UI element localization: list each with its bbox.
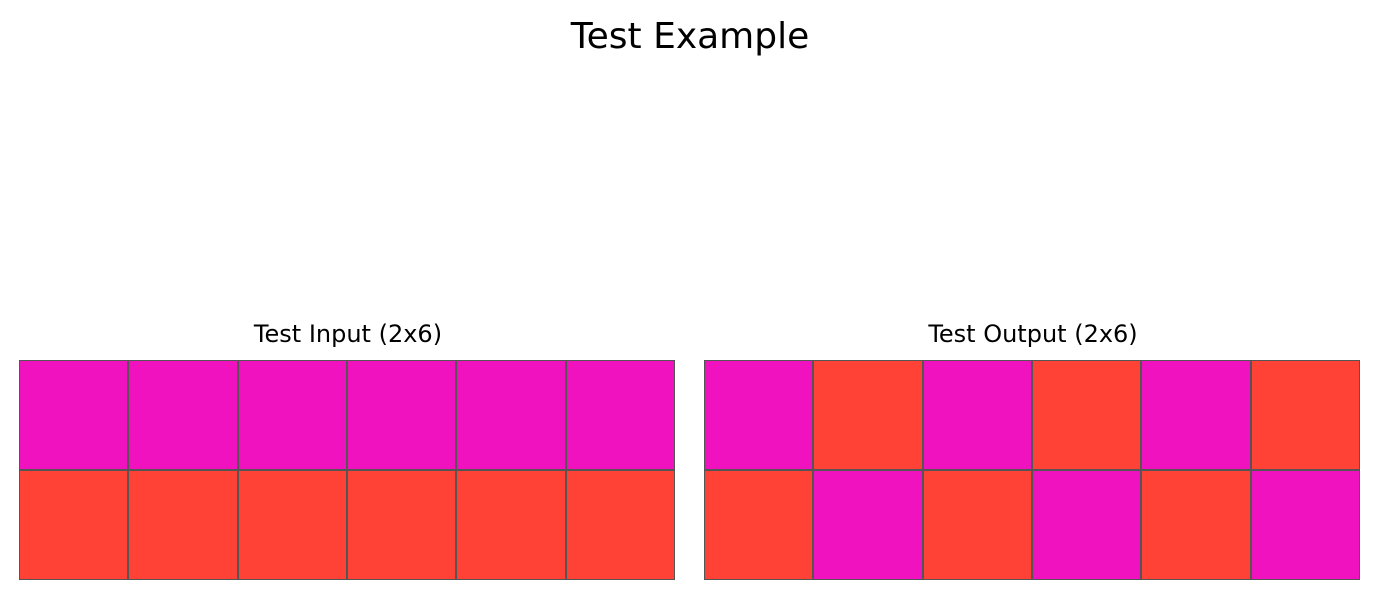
grid-cell	[457, 361, 565, 469]
grid-cell	[1033, 471, 1141, 579]
grid-cell	[1251, 471, 1359, 579]
grid-cell	[238, 361, 346, 469]
grid-cell	[566, 471, 674, 579]
figure-title: Test Example	[570, 16, 810, 57]
test-output-grid	[704, 360, 1360, 580]
grid-cell	[129, 361, 237, 469]
grid-cell	[129, 471, 237, 579]
grid-cell	[705, 471, 813, 579]
grid-cell	[814, 361, 922, 469]
grid-cell	[923, 471, 1031, 579]
grid-cell	[1142, 361, 1250, 469]
grid-cell	[20, 471, 128, 579]
grid-cell	[1251, 361, 1359, 469]
grid-cell	[566, 361, 674, 469]
grid-cell	[457, 471, 565, 579]
grid-cell	[348, 471, 456, 579]
grid-cell	[238, 471, 346, 579]
grid-cell	[814, 471, 922, 579]
grid-cell	[705, 361, 813, 469]
test-input-grid	[19, 360, 675, 580]
grid-cell	[20, 361, 128, 469]
grid-cell	[923, 361, 1031, 469]
test-output-title: Test Output (2x6)	[928, 320, 1138, 348]
grid-cell	[1142, 471, 1250, 579]
test-input-title: Test Input (2x6)	[253, 320, 443, 348]
grid-cell	[348, 361, 456, 469]
grid-cell	[1033, 361, 1141, 469]
